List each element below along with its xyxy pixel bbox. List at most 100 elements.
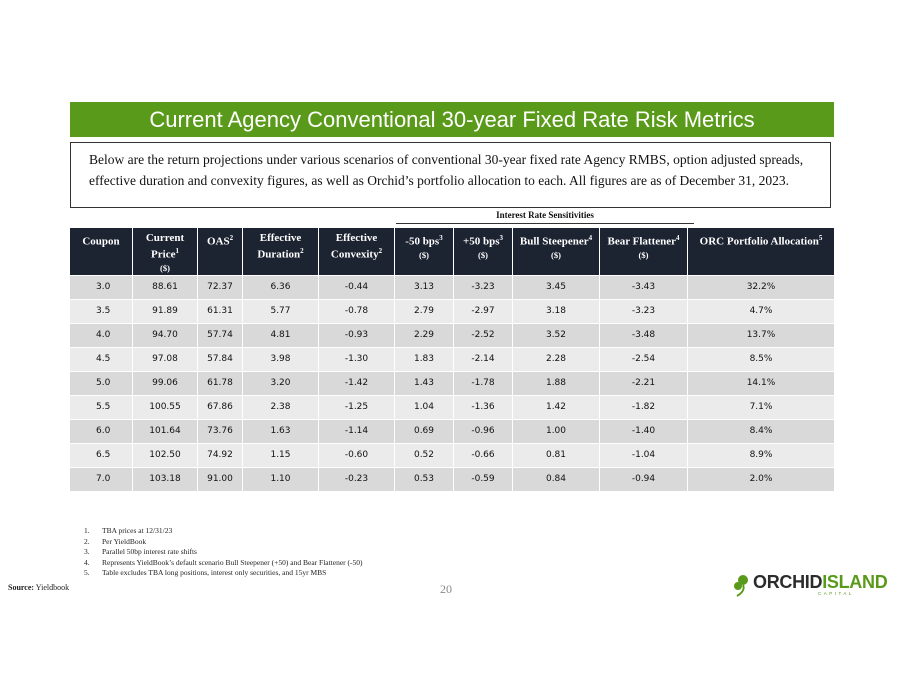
table-row: 5.5 100.55 67.86 2.38 -1.25 1.04 -1.36 1.42 -1.8…: [70, 394, 834, 419]
table-cell: 94.70: [133, 322, 198, 347]
table-cell: -1.30: [319, 346, 395, 371]
table-cell: -2.52: [454, 322, 513, 347]
table-cell: -3.23: [600, 298, 688, 323]
table-cell: 1.63: [243, 418, 319, 443]
column-header: +50 bps3 ($): [454, 228, 513, 275]
table-row: 7.0 103.18 91.00 1.10 -0.23 0.53 -0.59 0.84 -0.9…: [70, 466, 834, 491]
footnote-number: 3.: [84, 547, 90, 556]
table-cell: 2.0%: [688, 466, 834, 491]
table-cell: 7.1%: [688, 394, 834, 419]
table-row: 4.0 94.70 57.74 4.81 -0.93 2.29 -2.52 3.52 -3.48…: [70, 322, 834, 347]
group-divider: [396, 223, 694, 224]
table-cell: -2.21: [600, 370, 688, 395]
table-cell: 8.4%: [688, 418, 834, 443]
table-row: 6.0 101.64 73.76 1.63 -1.14 0.69 -0.96 1.00 -1.4…: [70, 418, 834, 443]
table-cell: 8.5%: [688, 346, 834, 371]
intro-text: Below are the return projections under v…: [70, 142, 831, 208]
table-cell: -0.78: [319, 298, 395, 323]
orchid-leaf-icon: [734, 575, 748, 597]
table-cell: 5.5: [70, 394, 133, 419]
slide-title: Current Agency Conventional 30-year Fixe…: [70, 102, 834, 137]
table-cell: 3.13: [395, 274, 454, 299]
column-header-footnote-ref: 5: [818, 234, 823, 242]
footnote: 2. Per YieldBook: [84, 537, 363, 548]
column-header-text: +50 bps: [462, 235, 500, 248]
table-cell: 2.29: [395, 322, 454, 347]
column-header: Coupon: [70, 228, 133, 275]
table-cell: 3.20: [243, 370, 319, 395]
table-cell: 4.5: [70, 346, 133, 371]
table-body: 3.0 88.61 72.37 6.36 -0.44 3.13 -3.23 3.45 -3.43…: [70, 274, 834, 491]
risk-metrics-table: Coupon Current Price1 ($) OAS2 Effective Dur…: [70, 228, 834, 491]
column-header: Bear Flattener4 ($): [600, 228, 688, 275]
table-cell: 5.77: [243, 298, 319, 323]
table-cell: 1.10: [243, 466, 319, 491]
column-header-unit: ($): [551, 249, 561, 260]
table-cell: -0.59: [454, 466, 513, 491]
table-cell: 1.43: [395, 370, 454, 395]
table-cell: -0.96: [454, 418, 513, 443]
table-cell: 32.2%: [688, 274, 834, 299]
table-cell: 5.0: [70, 370, 133, 395]
column-header-footnote-ref: 2: [229, 234, 234, 242]
table-cell: 2.38: [243, 394, 319, 419]
table-cell: 8.9%: [688, 442, 834, 467]
table-cell: 2.28: [513, 346, 600, 371]
footnote-number: 5.: [84, 568, 90, 577]
table-cell: 3.5: [70, 298, 133, 323]
table-cell: 102.50: [133, 442, 198, 467]
source-value: Yieldbook: [35, 583, 70, 592]
column-header: Current Price1 ($): [133, 228, 198, 275]
column-header-text: OAS: [206, 235, 230, 248]
column-header-text: Bull Steepener: [519, 235, 589, 248]
column-header-footnote-ref: 2: [378, 247, 383, 255]
table-cell: 1.00: [513, 418, 600, 443]
table-cell: 3.98: [243, 346, 319, 371]
column-header: -50 bps3 ($): [395, 228, 454, 275]
table-cell: 6.5: [70, 442, 133, 467]
column-header-text: Current Price: [145, 232, 185, 261]
table-cell: -1.14: [319, 418, 395, 443]
table-row: 3.5 91.89 61.31 5.77 -0.78 2.79 -2.97 3.18 -3.23…: [70, 298, 834, 323]
table-header-row: Coupon Current Price1 ($) OAS2 Effective Dur…: [70, 228, 834, 275]
table-cell: -0.93: [319, 322, 395, 347]
interest-rate-sensitivities-label: Interest Rate Sensitivities: [496, 210, 594, 220]
table-cell: -1.25: [319, 394, 395, 419]
table-cell: 61.31: [198, 298, 243, 323]
table-row: 5.0 99.06 61.78 3.20 -1.42 1.43 -1.78 1.88 -2.21…: [70, 370, 834, 395]
footnote: 1. TBA prices at 12/31/23: [84, 526, 363, 537]
table-cell: 4.7%: [688, 298, 834, 323]
footnote: 5. Table excludes TBA long positions, int…: [84, 568, 363, 579]
table-cell: -2.14: [454, 346, 513, 371]
table-cell: 6.0: [70, 418, 133, 443]
table-row: 3.0 88.61 72.37 6.36 -0.44 3.13 -3.23 3.45 -3.43…: [70, 274, 834, 299]
logo-word-orchid: ORCHID: [753, 572, 823, 592]
table-cell: 4.81: [243, 322, 319, 347]
table-cell: -0.94: [600, 466, 688, 491]
table-cell: 99.06: [133, 370, 198, 395]
table-cell: -2.97: [454, 298, 513, 323]
table-cell: 67.86: [198, 394, 243, 419]
table-cell: -0.60: [319, 442, 395, 467]
table-cell: -0.66: [454, 442, 513, 467]
column-header-text: Effective Convexity: [330, 232, 379, 261]
table-cell: 1.15: [243, 442, 319, 467]
table-cell: -0.23: [319, 466, 395, 491]
footnote-text: Represents YieldBook’s default scenario …: [102, 557, 363, 567]
logo-subtitle: CAPITAL: [818, 591, 854, 596]
table-cell: 88.61: [133, 274, 198, 299]
column-header: Bull Steepener4 ($): [513, 228, 600, 275]
table-cell: -1.04: [600, 442, 688, 467]
column-header-text: ORC Portfolio Allocation: [699, 235, 819, 248]
table-cell: -1.40: [600, 418, 688, 443]
column-header-footnote-ref: 4: [588, 234, 593, 242]
table-cell: -3.48: [600, 322, 688, 347]
column-header-unit: ($): [160, 262, 170, 273]
table-cell: 0.52: [395, 442, 454, 467]
footnote: 4. Represents YieldBook’s default scenari…: [84, 558, 363, 569]
table-cell: 0.81: [513, 442, 600, 467]
table-cell: -3.43: [600, 274, 688, 299]
table-cell: -2.54: [600, 346, 688, 371]
table-cell: 91.89: [133, 298, 198, 323]
page-number: 20: [440, 582, 452, 596]
